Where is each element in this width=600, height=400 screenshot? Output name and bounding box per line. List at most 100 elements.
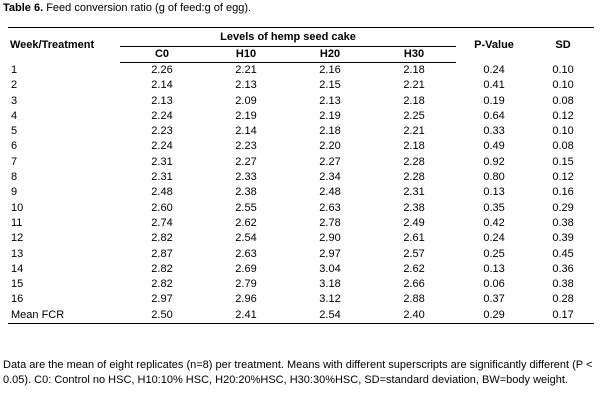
cell-h20: 2.48 (319, 186, 341, 199)
cell-h10: 2.54 (235, 232, 257, 245)
cell-h30: 2.88 (403, 293, 425, 306)
cell-week: 9 (11, 186, 18, 199)
cell-c0: 2.26 (151, 64, 173, 76)
cell-h30: 2.18 (403, 94, 425, 107)
cell-h30: 2.38 (403, 201, 425, 214)
cell-week: Mean FCR (8, 307, 120, 325)
header-row-levels: C0 H10 H20 H30 (8, 46, 594, 63)
cell-p-value: 0.64 (483, 109, 505, 122)
cell-sd: 0.10 (552, 79, 574, 92)
cell-c0: 2.48 (151, 186, 173, 199)
header-levels-group: Levels of hemp seed cake (120, 27, 457, 47)
table-row: 15 2.82 2.79 3.18 2.66 0.06 0.38 (8, 277, 594, 292)
cell-sd: 0.28 (552, 293, 574, 306)
cell-h10: 2.62 (235, 216, 257, 229)
table-row: 13 2.87 2.63 2.97 2.57 0.25 0.45 (8, 247, 594, 262)
cell-h20: 2.54 (288, 307, 372, 325)
cell-sd: 0.36 (552, 262, 574, 275)
cell-h10: 2.55 (235, 201, 257, 214)
cell-h30: 2.18 (403, 140, 425, 153)
cell-h30: 2.49 (403, 216, 425, 229)
cell-sd: 0.10 (552, 125, 574, 138)
cell-p-value: 0.33 (483, 125, 505, 138)
cell-h10: 2.13 (235, 79, 257, 92)
cell-h20: 2.97 (319, 247, 341, 260)
cell-h30: 2.31 (403, 186, 425, 199)
cell-h30: 2.25 (403, 109, 425, 122)
cell-c0: 2.14 (151, 79, 173, 92)
cell-h20: 2.18 (319, 125, 341, 138)
cell-p-value: 0.06 (483, 278, 505, 291)
feed-conversion-table: Week/Treatment Levels of hemp seed cake … (8, 27, 595, 325)
cell-p-value: 0.24 (483, 63, 505, 76)
cell-h20: 3.12 (319, 293, 341, 306)
table-caption-label: Table 6. (3, 2, 44, 14)
cell-c0: 2.82 (151, 232, 173, 245)
table-row: 14 2.82 2.69 3.04 2.62 0.13 0.36 (8, 262, 594, 277)
cell-sd: 0.16 (552, 186, 574, 199)
header-row-main: Week/Treatment Levels of hemp seed cake … (8, 27, 595, 51)
cell-sd: 0.15 (552, 155, 574, 168)
header-sd: SD (555, 39, 571, 52)
cell-sd: 0.10 (552, 63, 574, 76)
cell-h10: 2.19 (235, 109, 257, 122)
cell-c0: 2.13 (151, 94, 173, 107)
table-caption-text: Feed conversion ratio (g of feed:g of eg… (43, 2, 252, 14)
cell-p-value: 0.35 (483, 201, 505, 214)
cell-h30: 2.40 (372, 307, 457, 325)
cell-p-value: 0.37 (483, 293, 505, 306)
cell-h20: 2.34 (319, 171, 341, 184)
cell-p-value: 0.49 (483, 140, 505, 153)
cell-week: 13 (11, 247, 24, 260)
cell-p-value: 0.41 (483, 79, 505, 92)
cell-week: 7 (11, 155, 18, 168)
cell-sd: 0.29 (552, 201, 574, 214)
cell-sd: 0.12 (552, 171, 574, 184)
cell-h10: 2.09 (235, 94, 257, 107)
header-level-h30: H30 (372, 46, 457, 63)
cell-sd: 0.39 (552, 232, 574, 245)
cell-h10: 2.27 (235, 155, 257, 168)
cell-h20: 2.15 (319, 79, 341, 92)
cell-c0: 2.97 (151, 293, 173, 306)
cell-p-value: 0.13 (483, 262, 505, 275)
cell-h20: 2.20 (319, 140, 341, 153)
cell-h10: 2.79 (235, 278, 257, 291)
cell-h30: 2.61 (403, 232, 425, 245)
table-row: 7 2.31 2.27 2.27 2.28 0.92 0.15 (8, 155, 594, 170)
cell-c0: 2.24 (151, 140, 173, 153)
cell-week: 5 (11, 125, 18, 138)
header-p-value: P-Value (474, 39, 514, 52)
cell-p-value: 0.29 (456, 307, 533, 325)
cell-sd: 0.17 (532, 307, 595, 325)
cell-week: 2 (11, 79, 18, 92)
table-row: 1 2.26 2.21 2.16 2.18 0.24 0.10 (8, 63, 594, 79)
cell-h20: 2.90 (319, 232, 341, 245)
header-level-h10: H10 (204, 46, 288, 63)
cell-h10: 2.38 (235, 186, 257, 199)
cell-p-value: 0.80 (483, 171, 505, 184)
cell-h10: 2.23 (235, 140, 257, 153)
cell-h10: 2.21 (235, 64, 257, 76)
cell-week: 4 (11, 109, 18, 122)
cell-c0: 2.82 (151, 262, 173, 275)
cell-h30: 2.28 (403, 155, 425, 168)
cell-sd: 0.12 (552, 109, 574, 122)
cell-week: 14 (11, 262, 24, 275)
table-row: 6 2.24 2.23 2.20 2.18 0.49 0.08 (8, 139, 594, 154)
cell-h30: 2.57 (403, 247, 425, 260)
cell-h30: 2.21 (403, 79, 425, 92)
cell-h30: 2.21 (403, 125, 425, 138)
cell-c0: 2.31 (151, 155, 173, 168)
cell-p-value: 0.19 (483, 94, 505, 107)
table-row: 3 2.13 2.09 2.13 2.18 0.19 0.08 (8, 94, 594, 109)
cell-h20: 3.18 (319, 278, 341, 291)
cell-h10: 2.69 (235, 262, 257, 275)
cell-h30: 2.66 (403, 278, 425, 291)
header-level-c0: C0 (120, 46, 204, 63)
cell-week: 16 (11, 293, 24, 306)
header-level-h20: H20 (288, 46, 372, 63)
table-row: 16 2.97 2.96 3.12 2.88 0.37 0.28 (8, 292, 594, 307)
table-row: 9 2.48 2.38 2.48 2.31 0.13 0.16 (8, 185, 594, 200)
